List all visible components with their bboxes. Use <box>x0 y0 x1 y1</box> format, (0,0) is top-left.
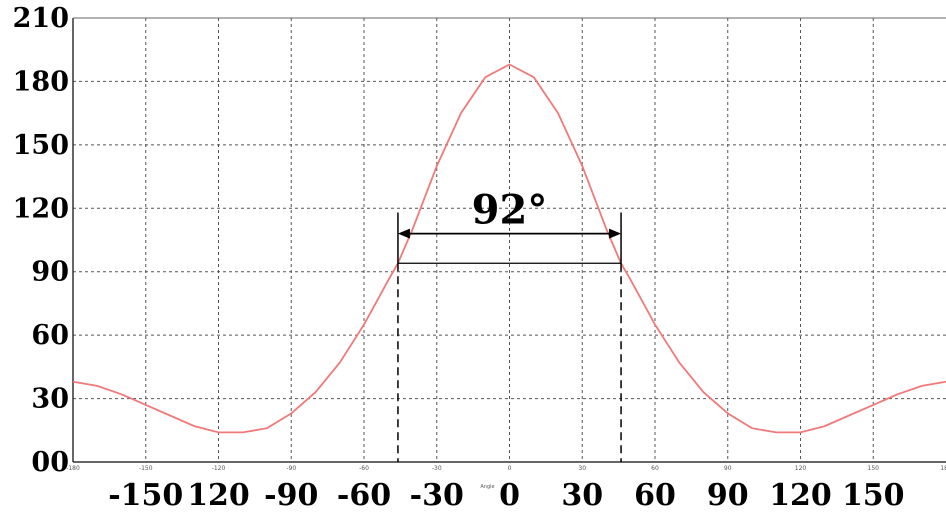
y-tick-label: 30 <box>31 384 69 415</box>
x-tick-label: 90 <box>707 478 749 513</box>
x-tick-labels-small: -180 -150 -120 -90 -60 -30 0 30 60 90 120 150 180 Ang… <box>66 465 946 490</box>
y-tick-label: 60 <box>31 320 69 351</box>
x-tick-label: -150 <box>108 478 183 513</box>
x-tick-label-small: 30 <box>578 465 586 472</box>
x-axis-title-small: Angle <box>480 484 494 490</box>
beamwidth-label: 92° <box>472 187 548 234</box>
x-tick-label-small: 180 <box>940 465 946 472</box>
x-tick-label: 60 <box>634 478 676 513</box>
series-layer <box>72 63 946 434</box>
x-tick-label-small: 120 <box>795 465 807 472</box>
grid-lines <box>73 17 946 462</box>
x-tick-labels-overlay: -150 120 -90 -60 -30 0 30 60 90 120 150 <box>108 478 904 513</box>
y-tick-label: 90 <box>31 257 69 288</box>
x-tick-label: -30 <box>410 478 464 513</box>
x-tick-label-small: 0 <box>508 465 512 472</box>
x-tick-label: 0 <box>499 478 520 513</box>
x-tick-label-small: -150 <box>139 465 153 472</box>
x-tick-label-small: -60 <box>359 465 369 472</box>
x-tick-label-small: -120 <box>212 465 226 472</box>
y-tick-label: 210 <box>13 3 69 34</box>
y-tick-label: 120 <box>13 193 69 224</box>
beamwidth-annotation: 92° <box>397 187 622 462</box>
x-tick-label: -60 <box>337 478 391 513</box>
x-tick-label: 30 <box>561 478 603 513</box>
axes <box>72 17 946 463</box>
y-tick-labels: 00 30 60 90 120 150 180 210 <box>13 3 69 478</box>
y-tick-label: 180 <box>13 66 69 97</box>
x-tick-label: 120 <box>187 478 250 513</box>
x-tick-label: -90 <box>264 478 318 513</box>
x-tick-label-small: -90 <box>286 465 296 472</box>
y-tick-label: 00 <box>31 447 69 478</box>
x-tick-label-small: -180 <box>66 465 80 472</box>
y-tick-label: 150 <box>13 130 69 161</box>
pattern-curve <box>72 63 946 434</box>
arrow-head-right <box>609 228 622 239</box>
x-tick-label-small: 60 <box>651 465 659 472</box>
x-tick-label-small: -30 <box>432 465 442 472</box>
arrow-head-left <box>397 228 410 239</box>
x-tick-label: 120 <box>769 478 832 513</box>
x-tick-label-small: 150 <box>868 465 880 472</box>
x-tick-label-small: 90 <box>724 465 732 472</box>
x-tick-label: 150 <box>842 478 905 513</box>
